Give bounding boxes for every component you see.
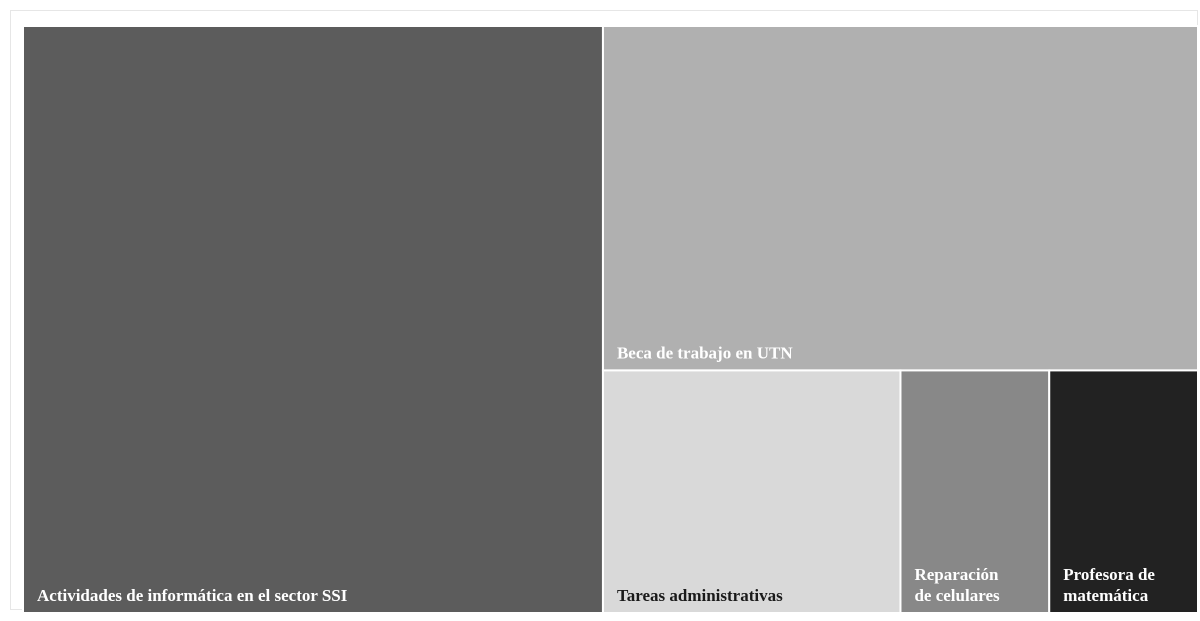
treemap-label-profesora-de-matematica: Profesora de matemática [1063,565,1155,605]
treemap-tile-actividades-de-informatica-en-el-sector-ssi: Actividades de informática en el sector … [22,25,604,614]
treemap-tile-profesora-de-matematica: Profesora de matemática [1048,369,1199,614]
treemap-tile-beca-de-trabajo-en-utn: Beca de trabajo en UTN [601,25,1199,372]
treemap-rect-reparacion-de-celulares [899,369,1051,614]
treemap-rect-tareas-administrativas [601,369,902,614]
treemap-rect-beca-de-trabajo-en-utn [601,25,1199,372]
treemap-rect-profesora-de-matematica [1048,369,1199,614]
treemap-tile-reparacion-de-celulares: Reparación de celulares [899,369,1051,614]
treemap-label-reparacion-de-celulares: Reparación de celulares [914,565,1000,605]
treemap-label-actividades-de-informatica-en-el-sector-ssi: Actividades de informática en el sector … [37,586,348,605]
treemap-label-beca-de-trabajo-en-utn: Beca de trabajo en UTN [617,343,793,362]
treemap-rect-actividades-de-informatica-en-el-sector-ssi [22,25,604,614]
treemap-label-tareas-administrativas: Tareas administrativas [617,586,783,605]
treemap-tile-tareas-administrativas: Tareas administrativas [601,369,902,614]
